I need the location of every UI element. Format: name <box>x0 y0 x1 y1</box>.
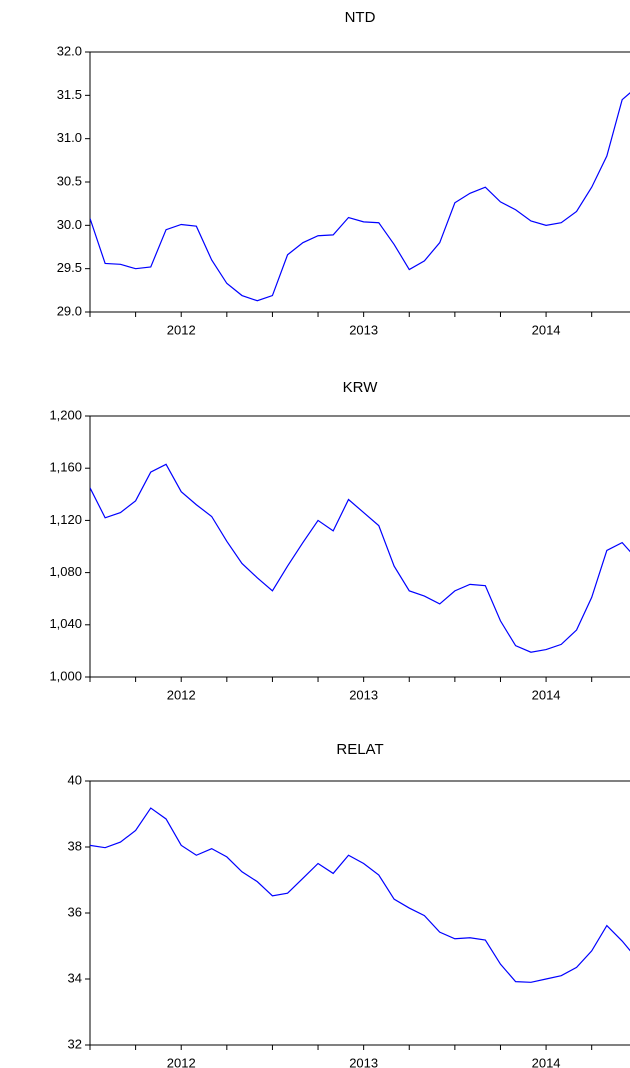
y-tick-label: 30.0 <box>57 217 82 232</box>
y-tick-label: 32.0 <box>57 43 82 58</box>
y-tick-label: 1,080 <box>49 564 82 579</box>
y-tick-label: 1,200 <box>49 407 82 422</box>
x-tick-label: 2012 <box>167 687 196 702</box>
x-tick-label: 2013 <box>349 687 378 702</box>
y-tick-label: 36 <box>68 904 82 919</box>
y-tick-label: 38 <box>68 838 82 853</box>
chart-title: NTD <box>345 9 376 26</box>
y-tick-label: 29.0 <box>57 303 82 318</box>
x-tick-label: 2014 <box>532 1055 561 1068</box>
y-tick-label: 29.5 <box>57 260 82 275</box>
x-tick-label: 2013 <box>349 322 378 337</box>
y-tick-label: 1,160 <box>49 460 82 475</box>
chart-title: RELAT <box>336 741 383 758</box>
y-tick-label: 34 <box>68 970 82 985</box>
x-tick-label: 2014 <box>532 322 561 337</box>
y-tick-label: 1,000 <box>49 668 82 683</box>
y-tick-label: 30.5 <box>57 173 82 188</box>
y-tick-label: 32 <box>68 1036 82 1051</box>
y-tick-label: 1,040 <box>49 616 82 631</box>
data-line <box>90 92 630 302</box>
y-tick-label: 1,120 <box>49 512 82 527</box>
x-tick-label: 2013 <box>349 1055 378 1068</box>
y-tick-label: 40 <box>68 772 82 787</box>
data-line <box>90 463 630 653</box>
chart-title: KRW <box>343 379 379 396</box>
x-tick-label: 2012 <box>167 322 196 337</box>
x-tick-label: 2012 <box>167 1055 196 1068</box>
data-line <box>90 807 630 983</box>
y-tick-label: 31.0 <box>57 130 82 145</box>
y-tick-label: 31.5 <box>57 87 82 102</box>
x-tick-label: 2014 <box>532 687 561 702</box>
